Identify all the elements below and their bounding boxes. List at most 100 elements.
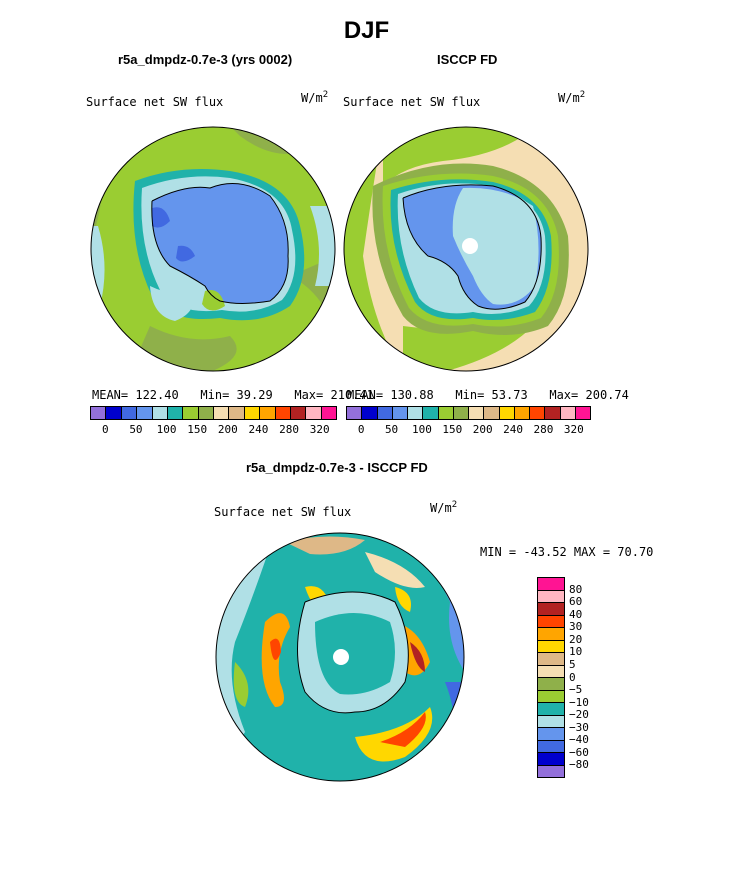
- colorbar-swatch: [545, 407, 561, 419]
- diff-map: [215, 532, 465, 782]
- colorbar-tick-label: 20: [569, 632, 583, 646]
- panel2-map: [343, 126, 589, 372]
- colorbar-tick-label: 10: [569, 645, 583, 659]
- panel1-stats: MEAN= 122.40 Min= 39.29 Max= 210.41: [92, 388, 374, 402]
- panel2-subtitle: ISCCP FD: [437, 52, 498, 67]
- panel2-mean: 130.88: [390, 388, 434, 402]
- colorbar-swatch: [290, 407, 307, 419]
- page-title: DJF: [343, 17, 390, 44]
- panel2-colorbar: [346, 406, 591, 420]
- colorbar-swatch: [183, 407, 199, 419]
- colorbar-swatch: [538, 690, 564, 703]
- colorbar-swatch: [538, 678, 564, 691]
- colorbar-swatch: [453, 407, 469, 419]
- colorbar-tick-label: 100: [156, 423, 177, 436]
- colorbar-tick-label: −30: [569, 720, 589, 734]
- panel2-units: W/m2: [558, 90, 586, 105]
- colorbar-tick-label: 80: [569, 582, 583, 596]
- colorbar-tick-label: 280: [279, 423, 299, 436]
- diff-colorbar: [537, 577, 565, 778]
- colorbar-swatch: [306, 407, 322, 419]
- colorbar-tick-label: 320: [309, 423, 330, 436]
- colorbar-swatch: [499, 407, 515, 419]
- colorbar-tick-label: 280: [533, 423, 554, 436]
- panel1-subtitle: r5a_dmpdz-0.7e-3 (yrs 0002): [118, 52, 293, 67]
- colorbar-tick-label: 320: [563, 423, 584, 436]
- colorbar-swatch: [484, 407, 500, 419]
- panel1-map: [90, 126, 336, 372]
- colorbar-tick-label: 240: [503, 423, 523, 436]
- colorbar-swatch: [167, 407, 184, 419]
- colorbar-swatch: [469, 407, 485, 419]
- colorbar-swatch: [91, 407, 107, 419]
- colorbar-tick-label: 50: [129, 423, 143, 436]
- colorbar-tick-label: 150: [187, 423, 208, 436]
- colorbar-swatch: [121, 407, 138, 419]
- colorbar-swatch: [438, 407, 454, 419]
- colorbar-swatch: [321, 407, 336, 419]
- colorbar-swatch: [423, 407, 439, 419]
- panel1-colorbar-labels: 0 50 100 150 200 240 280 320: [90, 423, 335, 437]
- colorbar-swatch: [275, 407, 291, 419]
- colorbar-swatch: [538, 728, 564, 741]
- colorbar-swatch: [362, 407, 378, 419]
- colorbar-tick-label: −5: [569, 683, 583, 697]
- colorbar-swatch: [260, 407, 276, 419]
- diff-minmax: MIN = -43.52 MAX = 70.70: [480, 545, 654, 559]
- colorbar-tick-label: 60: [569, 595, 583, 609]
- colorbar-swatch: [392, 407, 408, 419]
- colorbar-swatch: [530, 407, 546, 419]
- colorbar-swatch: [538, 753, 564, 766]
- colorbar-tick-label: 200: [217, 423, 238, 436]
- panel1-field-label: Surface net SW flux: [86, 95, 224, 109]
- colorbar-tick-label: 100: [412, 423, 432, 436]
- diff-field-label: Surface net SW flux: [214, 505, 352, 519]
- colorbar-swatch: [377, 407, 393, 419]
- colorbar-swatch: [538, 740, 564, 753]
- panel2-min: 53.73: [491, 388, 528, 402]
- colorbar-tick-label: 40: [569, 607, 583, 621]
- panel1-min: 39.29: [236, 388, 273, 402]
- panel2-stats: MEAN= 130.88 Min= 53.73 Max= 200.74: [347, 388, 629, 402]
- panel2-colorbar-labels: 0 50 100 150 200 240 280 320: [346, 423, 589, 437]
- colorbar-tick-label: 150: [442, 423, 463, 436]
- colorbar-tick-label: −20: [569, 708, 589, 722]
- diff-subtitle: r5a_dmpdz-0.7e-3 - ISCCP FD: [246, 460, 428, 475]
- diff-units: W/m2: [430, 500, 458, 515]
- colorbar-tick-label: 50: [384, 423, 399, 436]
- colorbar-swatch: [538, 665, 564, 678]
- colorbar-swatch: [538, 653, 564, 666]
- panel2-field-label: Surface net SW flux: [343, 95, 481, 109]
- colorbar-swatch: [538, 715, 564, 728]
- colorbar-tick-label: 0: [102, 423, 109, 436]
- panel1-colorbar: [90, 406, 337, 420]
- colorbar-swatch: [538, 628, 564, 641]
- colorbar-swatch: [137, 407, 153, 419]
- colorbar-tick-label: 240: [248, 423, 269, 436]
- colorbar-swatch: [538, 578, 564, 591]
- colorbar-swatch: [560, 407, 576, 419]
- colorbar-swatch: [538, 765, 564, 777]
- colorbar-swatch: [244, 407, 261, 419]
- colorbar-tick-label: −10: [569, 695, 589, 709]
- colorbar-swatch: [538, 603, 564, 616]
- colorbar-swatch: [198, 407, 214, 419]
- colorbar-swatch: [538, 615, 564, 628]
- colorbar-swatch: [347, 407, 363, 419]
- panel1-units: W/m2: [301, 90, 329, 105]
- panel1-mean: 122.40: [135, 388, 179, 402]
- colorbar-tick-label: −60: [569, 745, 589, 759]
- colorbar-swatch: [538, 703, 564, 716]
- colorbar-swatch: [214, 407, 230, 419]
- colorbar-tick-label: 200: [472, 423, 493, 436]
- colorbar-tick-label: 30: [569, 620, 583, 634]
- colorbar-swatch: [538, 590, 564, 603]
- colorbar-tick-label: 0: [357, 423, 365, 436]
- colorbar-tick-label: 0: [569, 670, 576, 684]
- diff-colorbar-labels: 80 60 40 30 20 10 5 0 −5 −10 −20 −30 −40 −60 −80: [569, 577, 609, 777]
- colorbar-tick-label: −40: [569, 733, 589, 747]
- colorbar-swatch: [106, 407, 122, 419]
- colorbar-swatch: [408, 407, 424, 419]
- colorbar-swatch: [152, 407, 168, 419]
- colorbar-swatch: [575, 407, 590, 419]
